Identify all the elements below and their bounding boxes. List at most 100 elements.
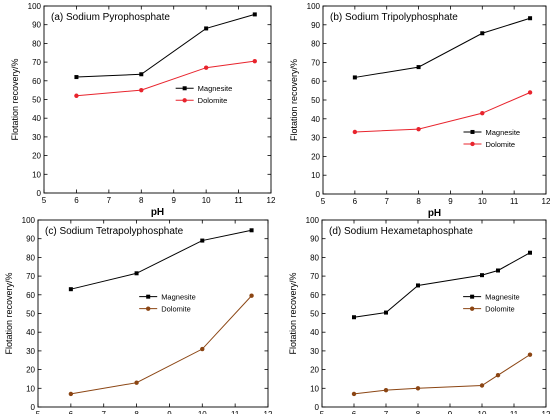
- y-tick-label: 20: [26, 366, 35, 375]
- data-point-dolomite: [68, 391, 74, 397]
- y-tick-label: 90: [310, 235, 319, 244]
- x-tick-label: 11: [234, 196, 243, 205]
- data-point-magnesite: [480, 31, 485, 36]
- legend-marker: [146, 306, 151, 311]
- y-tick-label: 80: [32, 39, 41, 48]
- data-point-magnesite: [352, 75, 357, 80]
- x-tick-label: 8: [416, 197, 421, 206]
- y-tick-label: 70: [310, 272, 319, 281]
- x-axis-label: pH: [428, 208, 441, 219]
- chart-panel-3: 567891011120102030405060708090100pHFlota…: [4, 216, 273, 414]
- y-tick-label: 40: [32, 114, 41, 123]
- data-point-dolomite: [415, 386, 421, 391]
- y-tick-label: 60: [32, 77, 41, 86]
- legend: Magnesite Dolomite: [463, 292, 520, 313]
- y-tick-label: 10: [311, 171, 320, 180]
- y-tick-label: 40: [26, 328, 35, 337]
- data-point-magnesite: [74, 75, 79, 80]
- x-tick-label: 10: [202, 196, 211, 205]
- data-point-magnesite: [384, 310, 388, 315]
- chart-title: (b) Sodium Tripolyphosphate: [330, 12, 458, 23]
- legend-marker: [470, 141, 475, 147]
- x-tick-label: 8: [416, 410, 421, 414]
- legend: Magnesite Dolomite: [463, 128, 520, 149]
- chart-panel-4: 567891011120102030405060708090100pHFlota…: [288, 216, 550, 414]
- legend-marker: [182, 86, 187, 91]
- x-tick-label: 9: [448, 410, 453, 414]
- data-point-dolomite: [252, 58, 257, 64]
- legend: Magnesite Dolomite: [139, 292, 196, 313]
- x-tick-label: 5: [42, 196, 47, 205]
- x-tick-label: 10: [198, 410, 207, 414]
- chart-panel-1: 5 6 7 8 9 10 11 12 0 10 20 30 40 50 60 70 80 90 100 pH Flota…: [10, 2, 276, 218]
- data-point-dolomite: [416, 126, 421, 132]
- x-tick-label: 12: [542, 410, 550, 414]
- legend-entry: Magnesite: [161, 292, 196, 301]
- data-point-magnesite: [528, 16, 533, 21]
- legend-entry: Magnesite: [485, 292, 520, 301]
- series-line-magnesite: [354, 17, 531, 78]
- y-tick-label: 80: [310, 253, 319, 262]
- x-tick-label: 12: [542, 197, 550, 206]
- data-point-dolomite: [134, 380, 139, 385]
- series-line-dolomite: [76, 60, 255, 97]
- data-point-dolomite: [527, 90, 533, 95]
- y-tick-label: 0: [37, 189, 42, 198]
- legend-entry: Magnesite: [198, 84, 233, 93]
- y-tick-label: 30: [310, 347, 319, 356]
- y-tick-label: 90: [32, 21, 41, 30]
- x-tick-label: 10: [478, 197, 487, 206]
- x-tick-label: 11: [510, 410, 519, 414]
- x-tick-label: 8: [134, 410, 139, 414]
- x-tick-label: 6: [74, 196, 79, 205]
- data-point-dolomite: [203, 65, 209, 70]
- data-point-magnesite: [528, 250, 532, 255]
- y-tick-label: 10: [26, 384, 35, 393]
- data-point-magnesite: [200, 238, 205, 243]
- y-tick-label: 70: [311, 58, 320, 67]
- x-tick-label: 8: [139, 196, 144, 205]
- y-tick-label: 100: [306, 216, 320, 225]
- y-tick-label: 50: [32, 96, 41, 105]
- series-line-magnesite: [70, 229, 252, 290]
- y-tick-label: 60: [311, 77, 320, 86]
- y-axis-label: Flotation recovery/%: [288, 272, 298, 354]
- data-point-magnesite: [496, 268, 500, 273]
- y-tick-label: 60: [26, 291, 35, 300]
- series-line-dolomite: [70, 295, 252, 395]
- legend-marker: [182, 98, 187, 103]
- data-point-magnesite: [416, 283, 420, 288]
- y-tick-label: 90: [26, 235, 35, 244]
- x-tick-label: 5: [36, 410, 41, 414]
- data-point-dolomite: [139, 87, 144, 93]
- y-axis-label: Flotation recovery/%: [289, 59, 299, 141]
- series-line-dolomite: [353, 354, 531, 395]
- series-line-dolomite: [354, 92, 531, 133]
- data-point-dolomite: [495, 373, 501, 378]
- x-tick-label: 11: [510, 197, 519, 206]
- y-tick-label: 80: [311, 40, 320, 49]
- y-tick-label: 30: [32, 133, 41, 142]
- y-tick-label: 0: [316, 190, 321, 199]
- y-axis-label: Flotation recovery/%: [10, 58, 20, 140]
- x-tick-label: 7: [101, 410, 106, 414]
- x-tick-label: 5: [320, 410, 325, 414]
- y-tick-label: 10: [310, 384, 319, 393]
- legend-entry: Magnesite: [485, 128, 520, 137]
- data-point-magnesite: [352, 315, 356, 320]
- y-tick-label: 50: [310, 310, 319, 319]
- plot-frame: [43, 5, 272, 194]
- y-tick-label: 20: [310, 366, 319, 375]
- x-tick-label: 12: [264, 410, 273, 414]
- y-tick-label: 60: [310, 291, 319, 300]
- y-tick-label: 100: [28, 2, 42, 11]
- data-point-dolomite: [200, 346, 205, 352]
- data-point-dolomite: [480, 110, 485, 116]
- x-axis-label: pH: [151, 207, 164, 218]
- x-tick-label: 9: [171, 196, 176, 205]
- y-tick-label: 70: [32, 58, 41, 67]
- data-point-dolomite: [383, 387, 389, 393]
- x-tick-label: 6: [69, 410, 74, 414]
- legend: Magnesite Dolomite: [175, 84, 233, 105]
